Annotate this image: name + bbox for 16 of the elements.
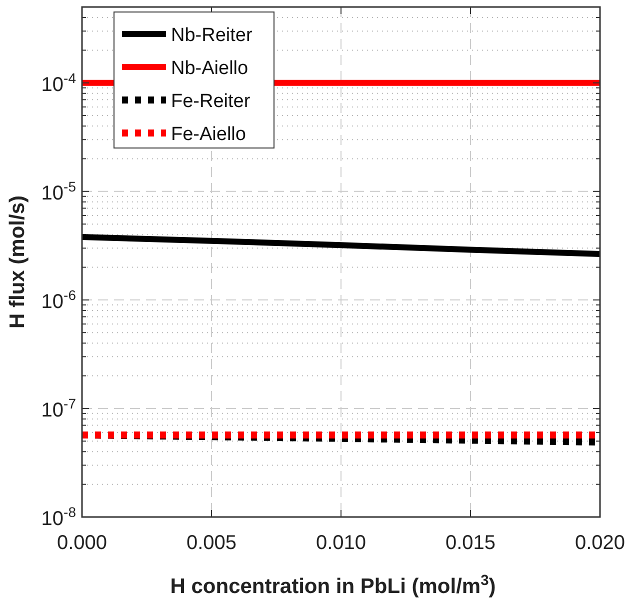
legend-label: Nb-Reiter [171, 25, 253, 46]
y-tick-label: 10$^{-5}$ [41, 178, 76, 204]
legend-label: Nb-Aiello [171, 58, 248, 79]
x-tick-label: 0.000 [56, 532, 108, 554]
legend-label: Fe-Reiter [171, 91, 251, 112]
y-tick-label: 10$^{-7}$ [41, 395, 76, 422]
x-tick-label: 0.015 [445, 532, 496, 554]
legend-label: Fe-Aiello [171, 124, 246, 145]
x-axis-title: H concentration in PbLi (mol/m$^{3}$) [170, 573, 496, 598]
x-tick-label: 0.020 [574, 532, 626, 554]
y-tick-label: 10$^{-8}$ [41, 504, 76, 530]
y-tick-label: 10$^{-4}$ [41, 70, 76, 96]
y-tick-label: 10$^{-6}$ [41, 286, 76, 313]
x-tick-label: 0.005 [186, 532, 237, 554]
x-tick-label: 0.010 [316, 532, 366, 554]
y-axis-title: H flux (mol/s) [6, 195, 29, 329]
